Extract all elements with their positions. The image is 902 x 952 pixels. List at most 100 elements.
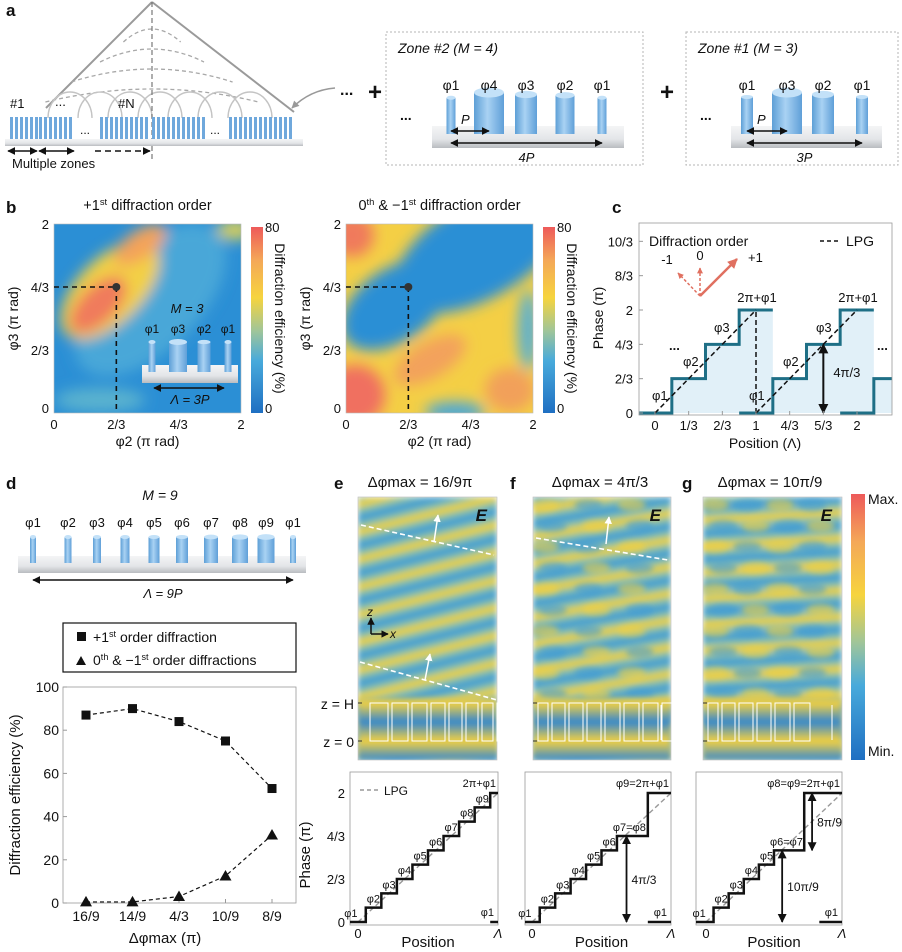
field-lobe [766,625,794,637]
wavefront-line [535,537,669,561]
pillar-body [257,537,275,563]
step-label: φ1 [692,908,705,920]
m-label: M = 9 [142,487,178,503]
x-tick-label: 2 [853,418,860,433]
substrate [142,365,238,383]
pillar-body [148,537,160,563]
propagation-arrow [424,653,433,681]
field-lobe [574,625,603,637]
zone-bar [140,117,143,139]
step-label: φ9 [476,793,489,805]
y-tick-label: 2 [334,217,341,232]
field-lobe [741,562,770,574]
zone-bar [64,117,67,139]
zone-bar [120,117,123,139]
zone-bar [187,117,190,139]
x-tick-label: 1 [752,418,759,433]
field-lobe [582,646,611,658]
x-start-label: 0 [528,926,535,941]
x-tick-label: 2/3 [107,417,125,432]
zone-bar [130,117,133,139]
pillar-top [772,87,802,98]
heatmap-frame [345,223,534,414]
pillar [197,339,211,372]
substrate [5,139,303,146]
pillar-outline [481,702,494,742]
panel-d: M = 9 φ1 φ2 φ3 φ4 φ5 φ6 φ7 φ8 φ9 φ1 Λ = 9P +1st orde… [7,487,306,947]
field-lobe [703,499,729,511]
phase-label: φ2 [683,354,699,369]
pillar-top [197,339,211,345]
field-lobe [533,541,559,553]
pillar [812,90,834,134]
staircase-period-3 [840,377,892,415]
pillar-top [257,534,275,540]
y-tick-label: 4/3 [31,280,49,295]
pillar-body [446,97,456,134]
field-lobe [709,562,737,574]
pillar-top [93,535,101,539]
field-lobe [766,667,794,679]
field-lobe [806,562,835,574]
pillar [120,535,130,563]
cone-right-edge [151,1,295,113]
step-label: φ3 [382,879,395,891]
x-tick-label: 0 [342,417,349,432]
pillar [148,535,160,563]
zone-title: Zone #2 (M = 4) [397,40,498,56]
phase-label: φ1 [443,77,460,93]
data-point-triangle [173,890,185,902]
zone-bar [125,117,128,139]
period-label: Λ = 9P [142,586,182,601]
y-tick-label: 2/3 [31,343,49,358]
zone-bar [182,117,185,139]
zone-bar [249,117,252,139]
phase-label: φ1 [739,77,756,93]
pillar-outline [586,702,602,742]
pillar-top [120,535,130,539]
field-lobe [733,541,762,553]
end-phase-label: φ1 [481,907,494,919]
field-lobe [539,520,567,532]
y-tick-label: 2 [42,217,49,232]
zone-first-label: #1 [10,96,24,111]
order-label-minus-1: -1 [661,252,673,267]
pillar-body [64,537,72,563]
step-label: φ3 [730,879,743,891]
colorbar-max-label: 80 [265,220,279,235]
phase-label: φ3 [171,322,186,336]
field-lobe [774,520,802,532]
y-tick-label: 0 [42,401,49,416]
colorbar [543,227,555,413]
phase-label: φ2 [197,322,212,336]
merged-step-label: φ6=φ7 [770,836,803,848]
lpg-line [755,309,858,414]
pillar-body [169,342,187,372]
pillar [515,90,537,134]
field-lobe [617,499,646,511]
field-lobe [766,499,794,511]
plot-frame [695,771,843,926]
field-lobe [798,667,827,679]
field-frame [702,496,843,761]
x-axis-label: x [389,627,397,641]
zone-bar [167,117,170,139]
legend-series-1-label: +1st order diffraction [93,629,217,645]
electric-field-label: E [821,506,833,525]
step-label: φ4 [398,865,411,877]
panel-b-left: +1st diffraction order002/32/34/34/322φ2… [5,196,288,450]
y-tick-label: 2/3 [323,343,341,358]
x-tick-label: 4/3 [169,908,189,924]
wavelet-arc [47,91,93,119]
zone-bar [254,117,257,139]
phase-label: φ3 [89,515,105,530]
data-point-triangle [266,828,278,840]
step-label: φ2 [541,894,554,906]
pillar-outline [369,702,389,742]
ellipsis: ... [55,94,66,109]
pillar [169,339,187,372]
field-lobe [774,562,802,574]
pillar-top [856,95,868,99]
zone-bar [264,117,267,139]
phase-label: φ2 [815,77,832,93]
